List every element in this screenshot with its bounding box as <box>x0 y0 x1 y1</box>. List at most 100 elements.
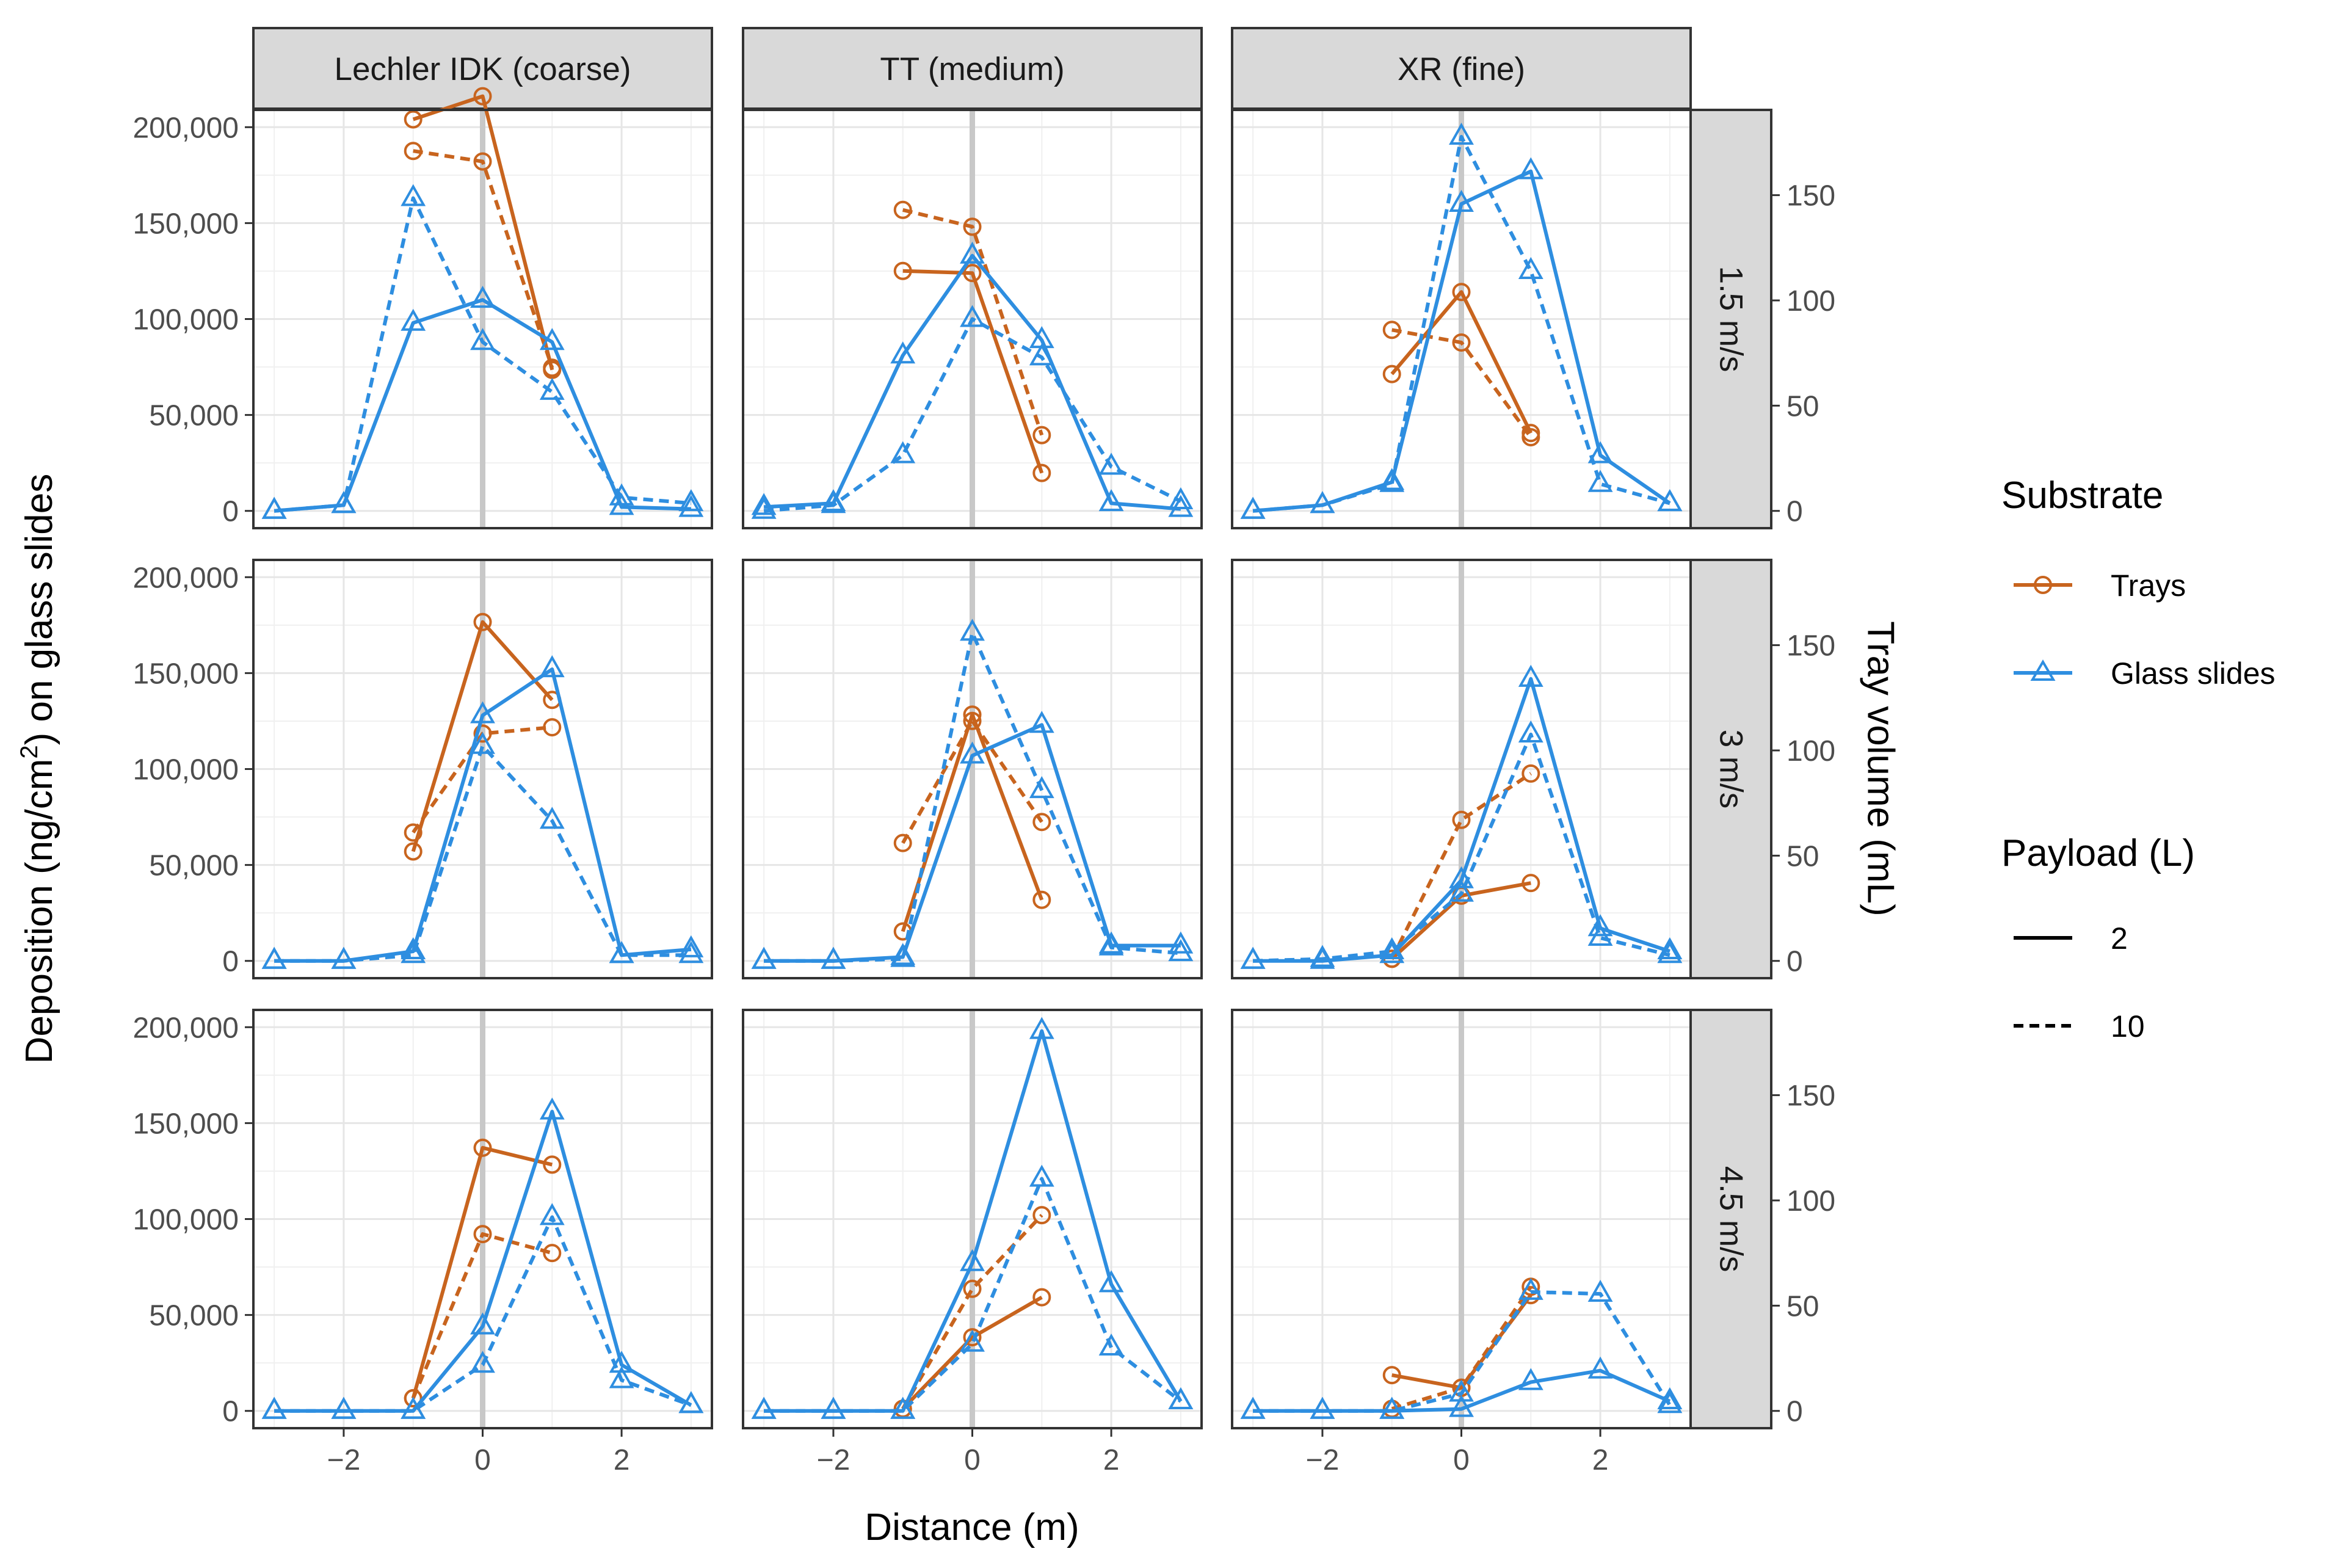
glass-slides-point <box>1168 495 1194 517</box>
trays-point <box>473 1138 492 1157</box>
y-tick-label: 0 <box>222 496 239 528</box>
y-tick-label: 100,000 <box>132 304 239 336</box>
glass-slides-point <box>1449 122 1474 145</box>
glass-slides-point <box>1518 157 1543 180</box>
trays-point <box>1522 874 1540 893</box>
glass-slides-point <box>1098 489 1124 512</box>
trays-point <box>1522 428 1540 447</box>
series-line-trays-10 <box>413 149 554 369</box>
glass-slides-point <box>470 328 495 350</box>
panel-r1-c1 <box>252 87 713 529</box>
glass-slides-point <box>401 941 426 964</box>
row-strip-label-1: 1.5 m/s <box>1713 266 1749 372</box>
glass-slides-point <box>1449 879 1474 902</box>
legend-item-glass-slides: Glass slides <box>2014 656 2276 691</box>
glass-slides-point <box>960 741 985 764</box>
trays-point <box>473 612 492 631</box>
series-line-trays-10 <box>411 1232 553 1399</box>
series-line-trays-10 <box>1391 328 1532 438</box>
glass-slides-point <box>1518 1368 1543 1390</box>
trays-point <box>963 264 982 283</box>
y-tick-label: 200,000 <box>132 562 239 594</box>
trays-point <box>1032 1206 1051 1225</box>
glass-slides-point <box>470 1351 495 1373</box>
glass-slides-point <box>1657 1391 1683 1414</box>
x-tick-label: 0 <box>964 1444 981 1476</box>
glass-slides-point <box>1449 1395 1474 1417</box>
trays-point <box>404 110 423 129</box>
glass-slides-point <box>1379 470 1405 492</box>
trays-point <box>1452 283 1471 302</box>
trays-point <box>1032 1288 1051 1307</box>
y-axis-title: Deposition (ng/cm2) on glass slides <box>16 474 60 1064</box>
y-tick-label: 150,000 <box>132 658 239 690</box>
glass-slides-point <box>751 946 777 969</box>
legend-item-payload-2: 2 <box>2014 921 2128 956</box>
glass-slides-point <box>1310 945 1335 967</box>
y2-tick-label: 150 <box>1786 180 1835 212</box>
series-line-trays-10 <box>902 208 1044 436</box>
glass-slides-point <box>751 496 777 519</box>
glass-slides-point <box>751 1396 777 1419</box>
y2-tick-label: 150 <box>1786 630 1835 662</box>
glass-slides-point <box>539 655 565 678</box>
column-strip-1: Lechler IDK (coarse) <box>252 27 713 110</box>
glass-slides-point <box>960 619 985 641</box>
glass-slides-point <box>1518 1277 1543 1300</box>
y2-tick-label: 0 <box>1786 1396 1803 1428</box>
y2-tick-label: 50 <box>1786 390 1819 423</box>
glass-slides-point <box>1379 937 1405 960</box>
glass-slides-point <box>1098 1270 1124 1293</box>
column-strip-3: XR (fine) <box>1231 27 1692 110</box>
series-line-trays-10 <box>1390 772 1532 960</box>
panel-border <box>1231 109 1692 529</box>
trays-point <box>404 842 423 861</box>
legend-item-payload-10: 10 <box>2014 1009 2145 1044</box>
glass-slides-point <box>890 1396 916 1419</box>
y2-tick-label: 100 <box>1786 1185 1835 1218</box>
row-strip-label-3: 4.5 m/s <box>1713 1166 1749 1272</box>
row-strip-1: 1.5 m/s <box>1689 109 1772 529</box>
y2-tick-label: 0 <box>1786 496 1803 528</box>
trays-point <box>963 705 982 724</box>
column-strip-label-2: TT (medium) <box>880 51 1064 87</box>
glass-slides-point <box>1587 441 1613 463</box>
trays-point <box>963 1328 982 1347</box>
glass-slides-point <box>609 1366 634 1388</box>
glass-slides-point <box>609 483 634 506</box>
y2-tick-label: 100 <box>1786 285 1835 318</box>
x-tick-label: 2 <box>614 1444 630 1476</box>
glass-slides-point <box>1310 1396 1335 1419</box>
glass-slides-point <box>1657 937 1683 960</box>
legend-trays-label: Trays <box>2111 568 2186 603</box>
x-axis-title: Distance (m) <box>865 1506 1079 1548</box>
glass-slides-point <box>751 493 777 515</box>
y-tick-label: 50,000 <box>149 850 239 882</box>
glass-slides-point <box>678 495 704 517</box>
trays-point <box>1032 813 1051 832</box>
glass-slides-point <box>401 1396 426 1419</box>
glass-slides-point <box>401 184 426 206</box>
glass-slides-point <box>261 496 287 519</box>
glass-slides-point <box>1518 256 1543 279</box>
trays-point <box>404 1389 423 1408</box>
glass-slides-point <box>261 1396 287 1419</box>
trays-point <box>893 261 912 280</box>
y2-tick-label: 0 <box>1786 946 1803 978</box>
glass-slides-point <box>960 1249 985 1271</box>
x-tick-label: 2 <box>1592 1444 1609 1476</box>
trays-point <box>1382 365 1401 383</box>
trays-point <box>1382 321 1401 339</box>
trays-point <box>963 711 982 730</box>
panel-r3-c2 <box>742 1009 1203 1429</box>
legend-glass-marker <box>2030 659 2056 681</box>
glass-slides-point <box>539 1097 565 1120</box>
series-line-glass-10 <box>763 317 1182 513</box>
trays-point <box>1032 426 1051 445</box>
glass-slides-point <box>1098 933 1124 956</box>
trays-point <box>893 833 912 852</box>
trays-point <box>543 358 562 377</box>
glass-slides-point <box>1240 496 1266 519</box>
trays-point <box>1452 333 1471 352</box>
